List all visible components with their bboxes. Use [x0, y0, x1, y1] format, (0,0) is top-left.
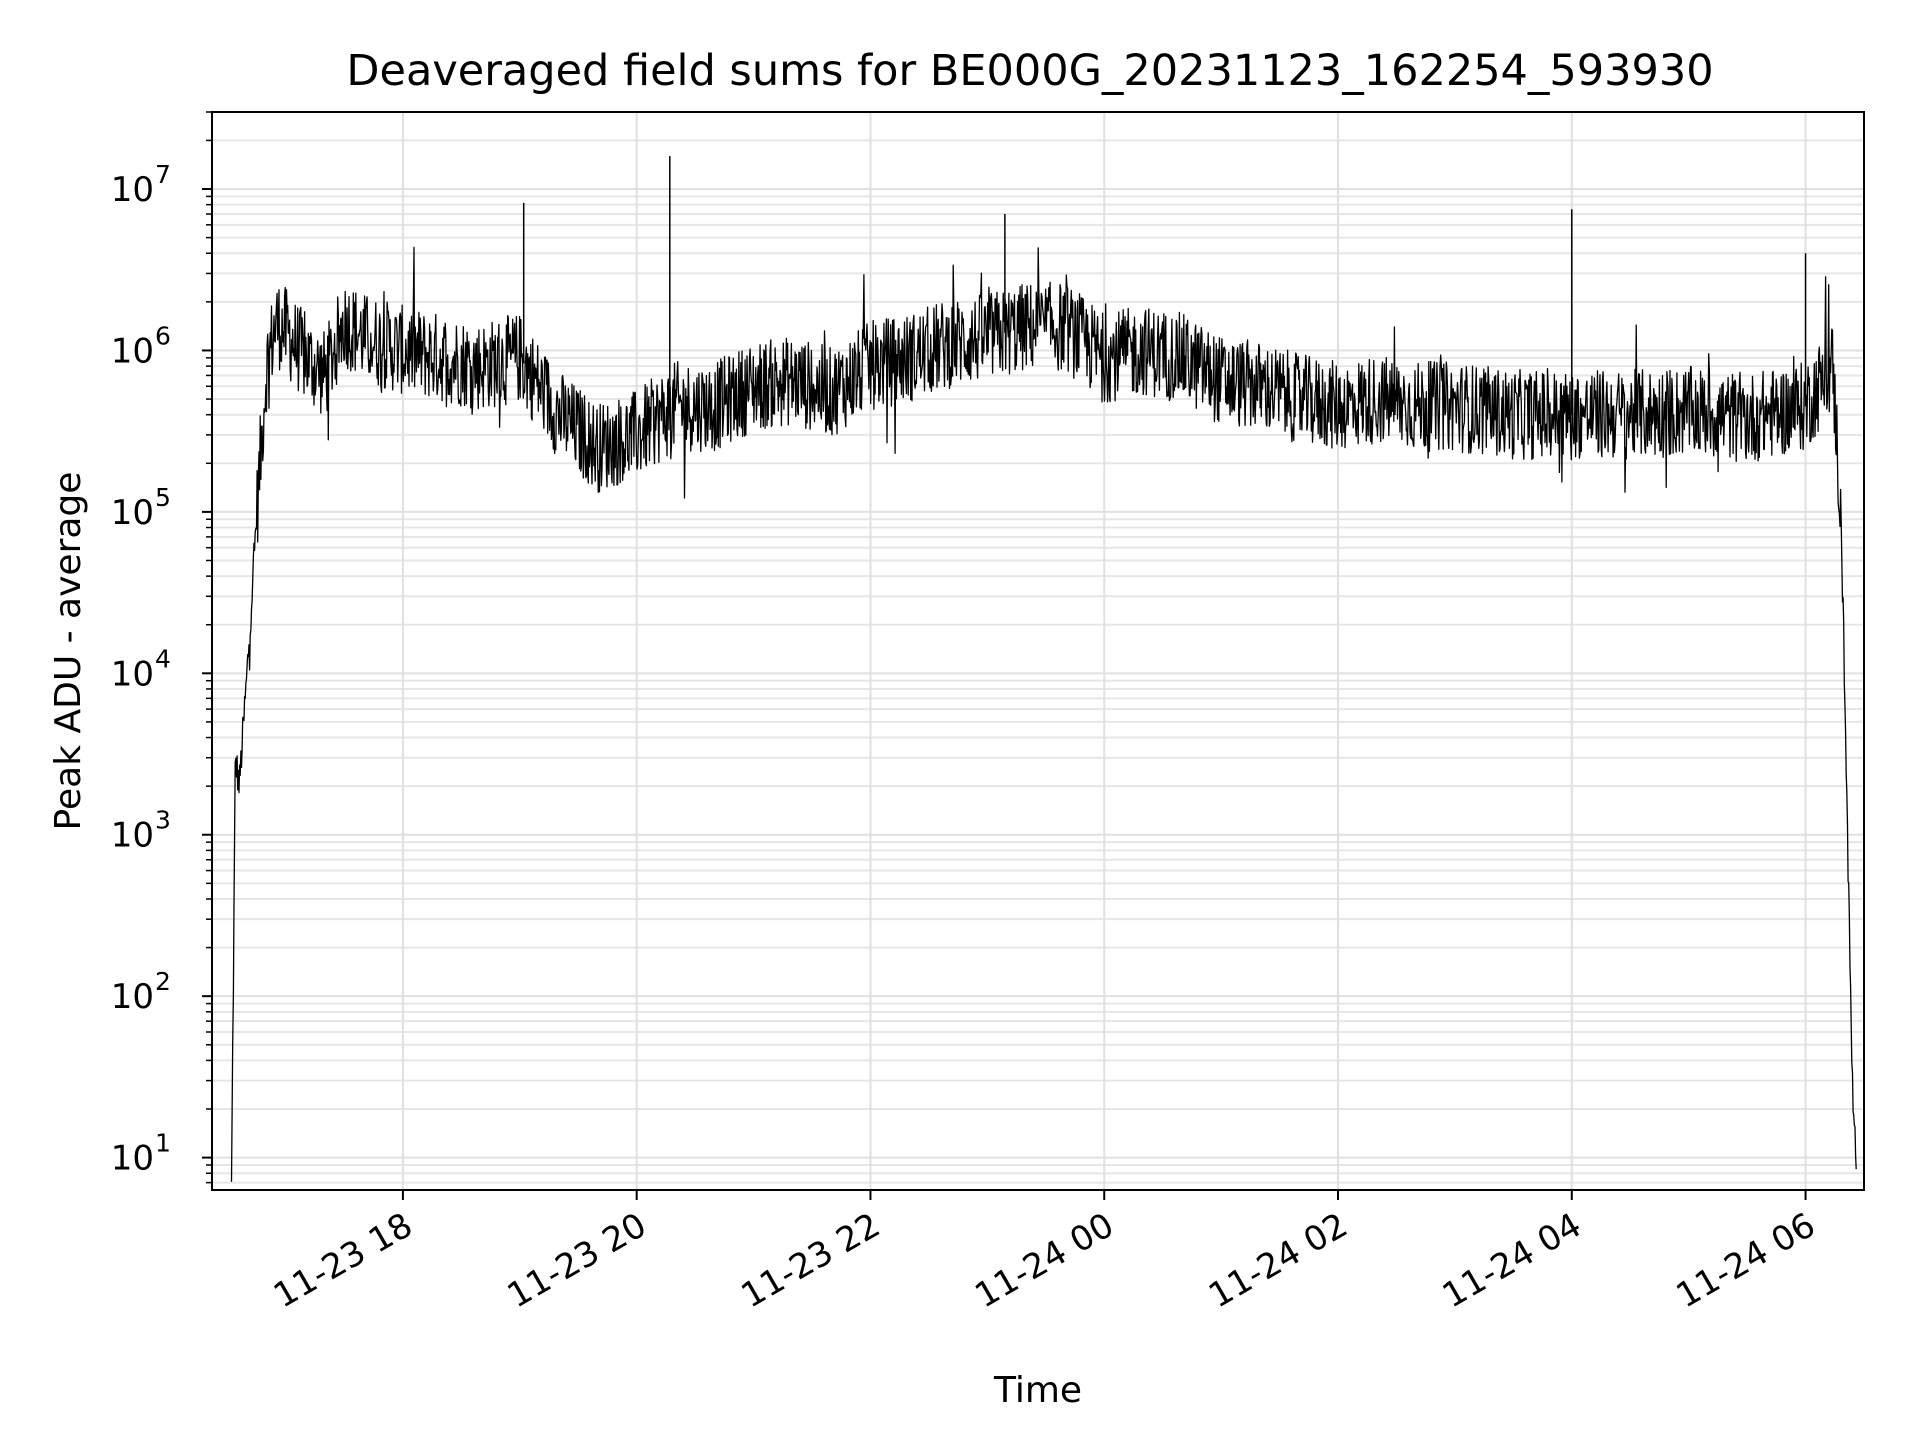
plot-frame [211, 111, 1865, 1191]
x-tick-label: 11-24 06 [1670, 1205, 1822, 1316]
y-tick-label: 10 [111, 654, 154, 694]
x-tick-label: 11-23 20 [501, 1205, 653, 1316]
y-axis-label: Peak ADU - average [48, 472, 89, 831]
x-axis-label: Time [993, 1370, 1082, 1411]
x-tick-label: 11-24 02 [1202, 1205, 1354, 1316]
x-tick-label: 11-23 18 [267, 1205, 419, 1316]
y-tick-label: 10 [111, 816, 154, 856]
x-tick-label: 11-24 00 [968, 1205, 1120, 1316]
y-tick-exponent: 4 [155, 644, 171, 673]
y-tick-exponent: 7 [155, 160, 171, 189]
series-line [230, 156, 1857, 1182]
y-tick-exponent: 1 [155, 1129, 171, 1158]
y-tick-exponent: 6 [155, 321, 171, 350]
y-tick-label: 10 [111, 1139, 154, 1179]
x-tick-label: 11-23 22 [735, 1205, 887, 1316]
x-tick-label: 11-24 04 [1436, 1205, 1588, 1316]
y-tick-exponent: 3 [155, 806, 171, 835]
y-tick-label: 10 [111, 977, 154, 1017]
y-tick-exponent: 5 [155, 483, 171, 512]
series-path [230, 246, 1857, 1182]
x-axis: 11-23 18 11-23 20 11-23 22 11-24 00 11-24 02… [267, 1190, 1822, 1316]
grid-minor [212, 111, 1864, 1184]
chart-title: Deaveraged field sums for BE000G_2023112… [346, 46, 1713, 96]
y-tick-label: 10 [111, 331, 154, 371]
y-tick-label: 10 [111, 170, 154, 210]
y-tick-label: 10 [111, 493, 154, 533]
grid-major [212, 112, 1864, 1190]
y-tick-exponent: 2 [155, 967, 171, 996]
